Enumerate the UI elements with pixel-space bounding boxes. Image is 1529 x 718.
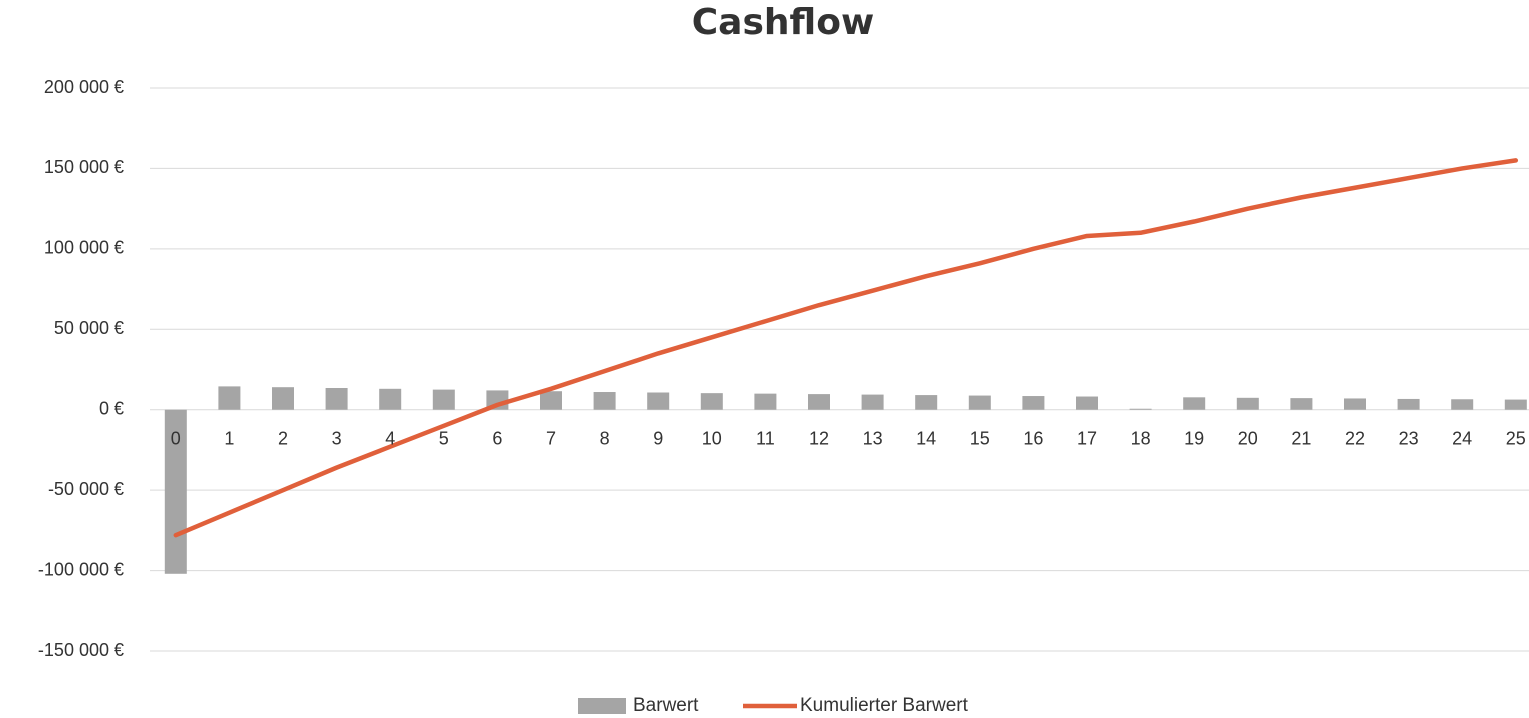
- bar: [861, 394, 884, 410]
- y-tick-label: 150 000 €: [44, 157, 124, 177]
- grid: [150, 87, 1529, 652]
- x-tick-label: 13: [863, 428, 883, 448]
- bar: [432, 389, 455, 410]
- x-tick-label: 4: [385, 428, 395, 448]
- y-tick-label: 0 €: [99, 398, 124, 418]
- x-tick-label: 22: [1345, 428, 1365, 448]
- x-tick-label: 1: [224, 428, 234, 448]
- bar: [1022, 396, 1045, 410]
- bar: [1290, 398, 1313, 410]
- x-tick-label: 0: [171, 428, 181, 448]
- x-tick-label: 7: [546, 428, 556, 448]
- bar: [1129, 408, 1152, 410]
- x-tick-label: 25: [1506, 428, 1526, 448]
- bar: [379, 388, 402, 410]
- bars: [164, 386, 1527, 574]
- bar: [647, 392, 670, 410]
- bar: [968, 395, 991, 410]
- x-tick-label: 2: [278, 428, 288, 448]
- bar: [272, 387, 294, 410]
- legend-swatch: [578, 698, 626, 714]
- bar: [754, 393, 777, 410]
- y-tick-label: -150 000 €: [38, 640, 124, 660]
- x-tick-label: 6: [492, 428, 502, 448]
- x-tick-label: 15: [970, 428, 990, 448]
- bar: [808, 394, 830, 410]
- bar: [218, 386, 241, 410]
- x-tick-label: 12: [809, 428, 829, 448]
- bar: [1504, 399, 1527, 410]
- x-tick-label: 23: [1399, 428, 1419, 448]
- bar: [915, 395, 938, 410]
- x-tick-label: 10: [702, 428, 722, 448]
- bar: [1236, 397, 1259, 410]
- bar: [1076, 396, 1098, 410]
- x-tick-label: 17: [1077, 428, 1097, 448]
- x-tick-label: 14: [916, 428, 936, 448]
- y-tick-label: 200 000 €: [44, 77, 124, 97]
- x-tick-label: 5: [439, 428, 449, 448]
- y-tick-label: -50 000 €: [48, 479, 124, 499]
- x-tick-label: 9: [653, 428, 663, 448]
- bar: [540, 391, 562, 410]
- x-tick-label: 3: [332, 428, 342, 448]
- legend-label: Barwert: [633, 695, 699, 716]
- bar: [1397, 398, 1420, 410]
- x-tick-label: 11: [756, 428, 775, 448]
- x-tick-label: 20: [1238, 428, 1258, 448]
- bar: [593, 392, 616, 410]
- y-tick-label: 100 000 €: [44, 238, 124, 258]
- bar: [1183, 397, 1206, 410]
- lines: [173, 158, 1519, 538]
- bar: [700, 393, 723, 410]
- chart-title: Cashflow: [692, 2, 874, 43]
- bar: [325, 387, 348, 410]
- bar: [1451, 399, 1474, 410]
- x-tick-label: 16: [1023, 428, 1043, 448]
- y-tick-label: -100 000 €: [38, 559, 124, 579]
- x-tick-label: 8: [600, 428, 610, 448]
- line: [173, 158, 1519, 538]
- bar: [1344, 398, 1366, 410]
- labels: -150 000 € -100 000 € -50 000 € 0 € 50 000 €…: [38, 77, 1526, 660]
- x-tick-label: 18: [1131, 428, 1151, 448]
- legend: Barwert Kumulierter Barwert: [578, 695, 969, 716]
- y-tick-label: 50 000 €: [54, 318, 124, 338]
- x-tick-label: 24: [1452, 428, 1472, 448]
- x-tick-label: 21: [1291, 428, 1311, 448]
- x-tick-label: 19: [1184, 428, 1204, 448]
- legend-label: Kumulierter Barwert: [800, 695, 969, 716]
